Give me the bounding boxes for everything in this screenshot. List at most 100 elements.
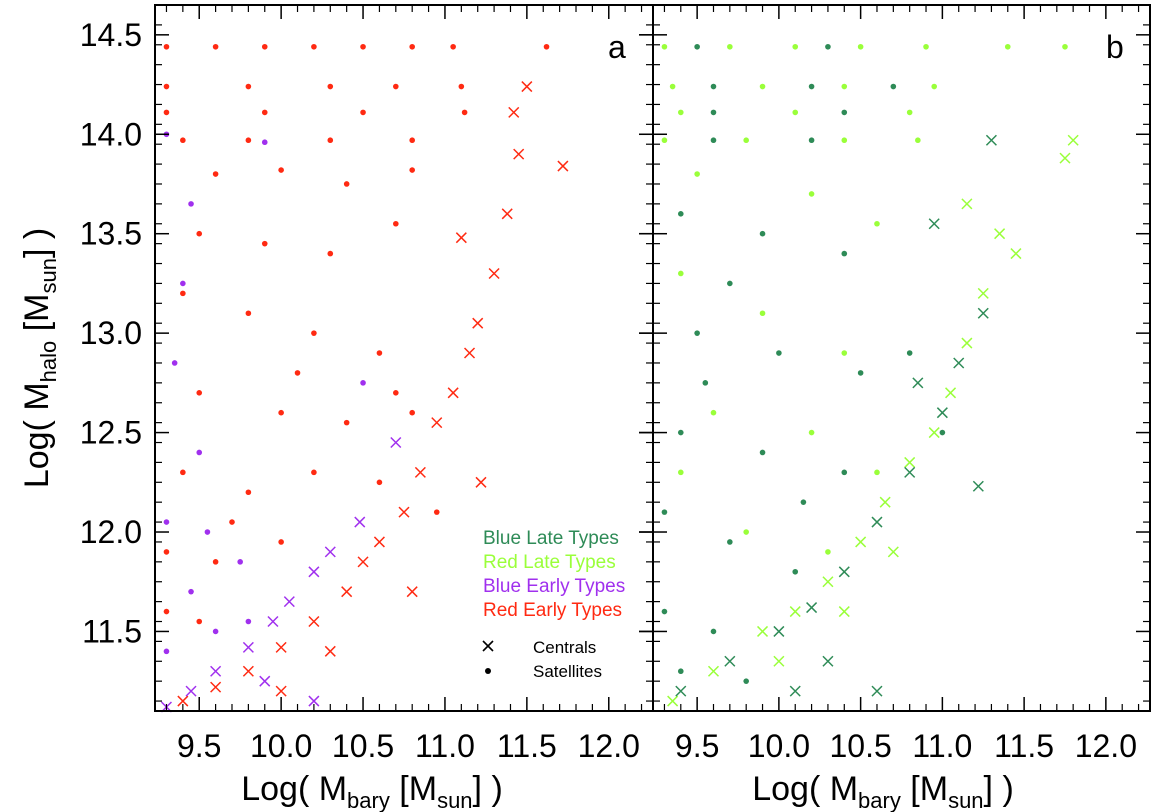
panel-b-blue-late-types-satellites-5 xyxy=(710,109,717,116)
panel-a-blue-early-types-satellites-11 xyxy=(360,380,366,386)
panel-b-red-late-types-satellites-22 xyxy=(759,310,766,317)
panel-b-blue-late-types-satellites-19 xyxy=(727,539,733,545)
panel-b-red-late-types-satellites-21 xyxy=(677,270,684,277)
panel-a-red-early-types-centrals-10 xyxy=(431,417,443,429)
panel-b-blue-late-types-satellites-17 xyxy=(841,469,848,476)
panel-b-blue-late-types-satellites-16 xyxy=(759,449,766,456)
panel-b-red-late-types-satellites-12 xyxy=(792,109,799,116)
panel-b-red-late-types-satellites-11 xyxy=(677,109,684,116)
tick-labels: 9.5 10.0 10.5 11.0 11.5 12.0 11.5 12.0 12.5 13.0 1… xyxy=(80,17,1137,764)
panel-b-red-late-types-satellites-15 xyxy=(743,137,749,144)
panel-b-red-late-types-centrals-3 xyxy=(789,606,801,618)
panel-a-red-early-types-satellites-25 xyxy=(196,230,203,237)
x-axis-label-b: Log( Mbary [Msun] ) xyxy=(752,770,1014,812)
panel-a-red-early-types-centrals-15 xyxy=(501,208,513,220)
panel-b-red-late-types-centrals-11 xyxy=(977,287,989,299)
panel-a-red-early-types-satellites-11 xyxy=(393,83,399,90)
panel-a-red-early-types-centrals-8 xyxy=(398,506,410,518)
panel-a-x-tick-label-2: 10.5 xyxy=(332,728,394,764)
panel-a-red-early-types-centrals-5 xyxy=(341,586,353,598)
panel-a-red-early-types-centrals-2 xyxy=(242,665,254,677)
legend: Blue Late Types Red Late Types Blue Earl… xyxy=(482,528,625,681)
panel-a-blue-early-types-centrals-7 xyxy=(324,546,336,558)
panel-a-blue-early-types-centrals-8 xyxy=(354,516,366,528)
panel-a-blue-early-types-satellites-2 xyxy=(180,280,186,287)
panel-a-red-early-types-satellites-42 xyxy=(212,559,219,565)
panel-b-x-tick-label-1: 10.0 xyxy=(748,728,810,764)
panel-a-blue-early-types-satellites-4 xyxy=(196,449,203,456)
panel-b-red-late-types-satellites-26 xyxy=(743,529,749,535)
panel-b-blue-late-types-satellites-11 xyxy=(841,250,848,257)
panel-b-red-late-types-satellites-9 xyxy=(841,83,848,90)
panel-a-blue-early-types-centrals-10 xyxy=(308,695,320,707)
panel-b-blue-late-types-centrals-11 xyxy=(928,218,940,230)
panel-a-red-early-types-satellites-13 xyxy=(163,109,170,116)
panel-b-x-tick-label-4: 11.5 xyxy=(994,728,1054,764)
panel-a-x-tick-label-0: 9.5 xyxy=(177,728,221,764)
panel-b-blue-late-types-centrals-15 xyxy=(789,685,801,697)
panel-b-red-late-types-satellites-24 xyxy=(710,409,717,416)
panel-b-red-late-types-satellites-27 xyxy=(825,549,831,555)
panel-b-red-late-types-centrals-13 xyxy=(1010,248,1022,260)
panel-a-red-early-types-centrals-6 xyxy=(357,556,369,568)
panel-a-red-early-types-satellites-26 xyxy=(261,240,268,247)
panel-a-red-early-types-centrals-24 xyxy=(275,685,287,697)
panel-b-x-tick-label-3: 11.0 xyxy=(912,728,972,764)
panel-a-red-early-types-satellites-19 xyxy=(327,137,334,144)
panel-a-red-early-types-satellites-49 xyxy=(294,370,301,376)
panel-b-blue-late-types-centrals-3 xyxy=(806,602,818,614)
panel-a-blue-early-types-centrals-2 xyxy=(210,665,222,677)
panel-b-red-late-types-centrals-1 xyxy=(707,665,720,677)
panel-a-red-early-types-satellites-27 xyxy=(327,250,334,257)
panel-a-red-early-types-satellites-36 xyxy=(409,409,415,416)
panel-a-red-early-types-satellites-5 xyxy=(409,43,415,50)
panel-b-blue-late-types-centrals-8 xyxy=(953,357,965,369)
panel-b-blue-late-types-satellites-8 xyxy=(808,137,815,144)
panel-b-blue-late-types-satellites-12 xyxy=(694,330,700,336)
panel-a-red-early-types-satellites-16 xyxy=(461,109,468,116)
legend-centrals-label: Centrals xyxy=(533,638,596,657)
panel-b-red-late-types-centrals-9 xyxy=(945,387,957,399)
legend-item-red-late: Red Late Types xyxy=(483,552,616,573)
panel-b-red-late-types-satellites-23 xyxy=(841,350,848,356)
panel-b-red-late-types-satellites-17 xyxy=(915,137,921,144)
panel-b-red-late-types-centrals-7 xyxy=(904,456,916,468)
panel-a-red-early-types-centrals-13 xyxy=(472,317,484,329)
panel-b-blue-late-types-satellites-10 xyxy=(759,230,766,237)
panel-a-red-early-types-satellites-20 xyxy=(409,137,415,144)
panel-b-x-tick-label-2: 10.5 xyxy=(829,728,891,764)
panel-a-blue-early-types-satellites-8 xyxy=(245,618,252,625)
legend-satellites-label: Satellites xyxy=(533,662,602,681)
panel-b-red-late-types-satellites-3 xyxy=(857,43,864,50)
panel-b-label: b xyxy=(1106,29,1124,65)
panel-b-red-late-types-satellites-18 xyxy=(694,171,700,177)
panel-b-red-late-types-satellites-13 xyxy=(906,109,913,116)
panel-a-red-early-types-satellites-41 xyxy=(163,549,170,555)
panel-a-red-early-types-centrals-14 xyxy=(488,267,500,280)
panel-b-blue-late-types-centrals-1 xyxy=(724,655,736,667)
panel-b-red-late-types-centrals-6 xyxy=(879,496,891,508)
panel-a-red-early-types-centrals-7 xyxy=(373,536,385,548)
panel-b-blue-late-types-satellites-29 xyxy=(727,280,733,287)
panel-a-red-early-types-satellites-48 xyxy=(229,519,235,525)
panel-a-red-early-types-centrals-19 xyxy=(557,160,569,172)
panel-b-blue-late-types-satellites-14 xyxy=(857,370,864,376)
panel-b-red-late-types-centrals-16 xyxy=(961,198,973,210)
panel-a-red-early-types-satellites-35 xyxy=(343,419,350,426)
panel-a-red-early-types-satellites-37 xyxy=(180,469,186,476)
panel-a-red-early-types-centrals-3 xyxy=(275,641,287,653)
y-tick-label-6: 14.5 xyxy=(80,17,142,53)
panel-a-blue-early-types-satellites-6 xyxy=(188,588,194,595)
panel-b-red-late-types-satellites-28 xyxy=(677,469,684,476)
panel-b-red-late-types-satellites-29 xyxy=(874,469,880,476)
panel-b-red-late-types-satellites-20 xyxy=(874,220,880,227)
panel-b-blue-late-types-centrals-13 xyxy=(871,685,883,697)
panel-b-frame xyxy=(652,4,1151,712)
panel-a-blue-early-types-centrals-1 xyxy=(185,685,197,697)
y-tick-label-5: 14.0 xyxy=(80,116,142,152)
legend-centrals-x-icon xyxy=(482,640,494,652)
panel-a-red-early-types-centrals-1 xyxy=(210,681,222,693)
panel-b-red-late-types-centrals-18 xyxy=(838,606,850,618)
panel-b-red-late-types-centrals-0 xyxy=(667,695,679,707)
panel-a-red-early-types-centrals-21 xyxy=(475,476,487,488)
